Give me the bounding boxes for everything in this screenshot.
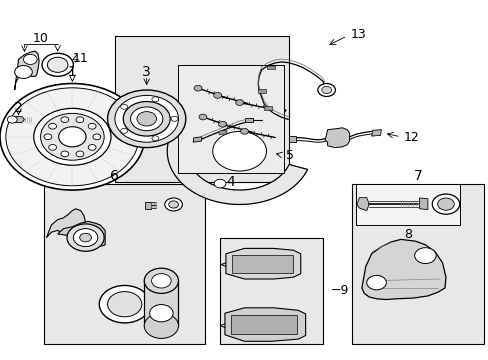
Circle shape <box>49 123 57 129</box>
Polygon shape <box>325 128 349 148</box>
Circle shape <box>123 102 170 136</box>
Polygon shape <box>144 202 150 209</box>
Circle shape <box>149 305 173 322</box>
Polygon shape <box>46 209 85 238</box>
Bar <box>44 184 205 344</box>
Circle shape <box>7 116 17 123</box>
Polygon shape <box>15 117 24 122</box>
Circle shape <box>0 84 144 190</box>
Circle shape <box>121 104 127 109</box>
Polygon shape <box>361 239 445 300</box>
Circle shape <box>144 313 178 338</box>
Polygon shape <box>193 137 202 142</box>
Circle shape <box>171 116 178 121</box>
Text: −9: −9 <box>330 284 348 297</box>
Text: 4: 4 <box>226 175 235 189</box>
Circle shape <box>44 134 52 140</box>
Circle shape <box>99 285 150 323</box>
Circle shape <box>218 121 226 127</box>
Circle shape <box>34 108 111 165</box>
Polygon shape <box>219 130 226 135</box>
Text: 7: 7 <box>413 170 422 183</box>
Bar <box>220 238 322 344</box>
Circle shape <box>80 233 91 242</box>
Circle shape <box>431 194 459 214</box>
Circle shape <box>214 179 225 188</box>
Text: 10: 10 <box>33 32 49 45</box>
Circle shape <box>73 229 98 247</box>
Circle shape <box>321 86 331 94</box>
Circle shape <box>67 224 104 251</box>
Circle shape <box>414 248 435 264</box>
Polygon shape <box>267 66 275 69</box>
Polygon shape <box>231 315 297 334</box>
Circle shape <box>199 114 206 120</box>
Circle shape <box>437 198 453 210</box>
Polygon shape <box>58 221 105 247</box>
Bar <box>115 36 288 182</box>
Text: 11: 11 <box>73 52 88 65</box>
Circle shape <box>366 275 386 290</box>
Circle shape <box>213 93 221 98</box>
Text: 8: 8 <box>403 228 411 240</box>
Circle shape <box>47 57 68 72</box>
Polygon shape <box>232 255 293 273</box>
Circle shape <box>151 274 171 288</box>
Polygon shape <box>225 248 300 279</box>
Circle shape <box>88 144 96 150</box>
Polygon shape <box>224 308 305 341</box>
Bar <box>144 281 178 326</box>
Text: 2: 2 <box>14 101 23 115</box>
Bar <box>178 65 283 173</box>
Polygon shape <box>15 51 39 90</box>
Polygon shape <box>356 198 368 211</box>
Circle shape <box>59 127 86 147</box>
Circle shape <box>137 112 156 126</box>
Text: 1: 1 <box>68 65 77 79</box>
Polygon shape <box>288 136 295 142</box>
Circle shape <box>115 95 178 142</box>
Circle shape <box>121 129 127 134</box>
Polygon shape <box>245 118 253 122</box>
Circle shape <box>144 268 178 293</box>
Circle shape <box>41 113 104 160</box>
Circle shape <box>76 151 83 157</box>
Text: 3: 3 <box>142 65 151 79</box>
Polygon shape <box>419 198 427 210</box>
Polygon shape <box>371 130 381 136</box>
Circle shape <box>61 151 69 157</box>
Circle shape <box>194 85 202 91</box>
Text: 5: 5 <box>285 149 293 162</box>
Circle shape <box>6 88 139 186</box>
Circle shape <box>93 134 101 140</box>
Circle shape <box>49 144 57 150</box>
Circle shape <box>168 201 178 208</box>
Bar <box>351 184 483 344</box>
Text: 13: 13 <box>350 28 366 41</box>
Circle shape <box>61 117 69 122</box>
Circle shape <box>107 292 142 317</box>
Circle shape <box>164 198 182 211</box>
Bar <box>355 184 459 225</box>
Polygon shape <box>264 106 271 110</box>
Circle shape <box>152 97 159 102</box>
Polygon shape <box>167 98 307 204</box>
Circle shape <box>42 53 73 76</box>
Text: 12: 12 <box>403 131 418 144</box>
Circle shape <box>212 131 266 171</box>
Circle shape <box>317 84 335 96</box>
Circle shape <box>76 117 83 122</box>
Circle shape <box>152 136 159 141</box>
Circle shape <box>15 66 32 78</box>
Polygon shape <box>257 89 265 93</box>
Text: 6: 6 <box>110 170 119 183</box>
Circle shape <box>88 123 96 129</box>
Circle shape <box>235 100 243 105</box>
Circle shape <box>107 90 185 148</box>
Circle shape <box>23 54 37 64</box>
Circle shape <box>130 107 163 131</box>
Circle shape <box>240 129 248 134</box>
